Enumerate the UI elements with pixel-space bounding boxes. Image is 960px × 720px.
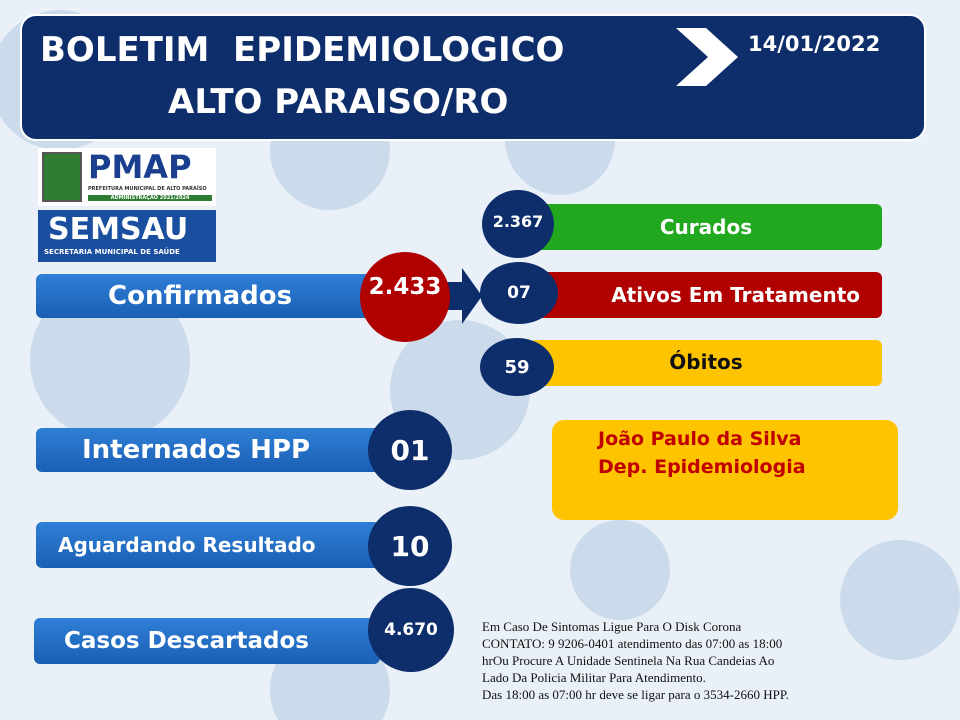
contact-line: Das 18:00 as 07:00 hr deve se ligar para… — [482, 687, 789, 702]
pmap-term: ADMINISTRAÇÃO 2021/2024 — [88, 195, 212, 201]
confirmados-value: 2.433 — [360, 252, 450, 342]
contact: Em Caso De Sintomas Ligue Para O Disk Co… — [482, 618, 938, 703]
curados-value: 2.367 — [482, 190, 554, 258]
responsible-box — [552, 420, 898, 520]
pmap-subtitle: PREFEITURA MUNICIPAL DE ALTO PARAÍSO — [88, 186, 207, 192]
responsible-role: Dep. Epidemiologia — [598, 456, 806, 478]
confirmados-label: Confirmados — [36, 274, 396, 318]
curados-label: Curados — [530, 204, 882, 250]
ativos-value: 07 — [480, 262, 558, 324]
internados-value: 01 — [368, 410, 452, 490]
obitos-value: 59 — [480, 338, 554, 396]
semsau-logo: SEMSAU SECRETARIA MUNICIPAL DE SAÚDE — [38, 210, 216, 262]
contact-line: hrOu Procure A Unidade Sentinela Na Rua … — [482, 653, 775, 668]
title: BOLETIM EPIDEMIOLOGICO — [40, 30, 565, 70]
coat-of-arms — [42, 152, 82, 202]
ativos-label: Ativos Em Tratamento — [530, 272, 882, 318]
contact-line: CONTATO: 9 9206-0401 atendimento das 07:… — [482, 636, 783, 651]
chevron — [676, 28, 738, 86]
aguardando-label: Aguardando Resultado — [36, 522, 380, 568]
obitos-label: Óbitos — [530, 340, 882, 386]
contact-line: Lado Da Policia Militar Para Atendimento… — [482, 670, 706, 685]
date: 14/01/2022 — [748, 32, 881, 56]
internados-label: Internados HPP — [36, 428, 380, 472]
descartados-label: Casos Descartados — [34, 618, 380, 664]
pmap-logo: PMAP PREFEITURA MUNICIPAL DE ALTO PARAÍS… — [38, 148, 216, 206]
subtitle: ALTO PARAISO/RO — [168, 82, 509, 122]
contact-line: Em Caso De Sintomas Ligue Para O Disk Co… — [482, 619, 742, 634]
responsible-name: João Paulo da Silva — [598, 428, 802, 450]
semsau: SEMSAU — [48, 212, 189, 247]
descartados-value: 4.670 — [368, 588, 454, 672]
pmap: PMAP — [88, 148, 192, 186]
header — [20, 14, 926, 141]
semsau-subtitle: SECRETARIA MUNICIPAL DE SAÚDE — [44, 248, 180, 256]
aguardando-value: 10 — [368, 506, 452, 586]
